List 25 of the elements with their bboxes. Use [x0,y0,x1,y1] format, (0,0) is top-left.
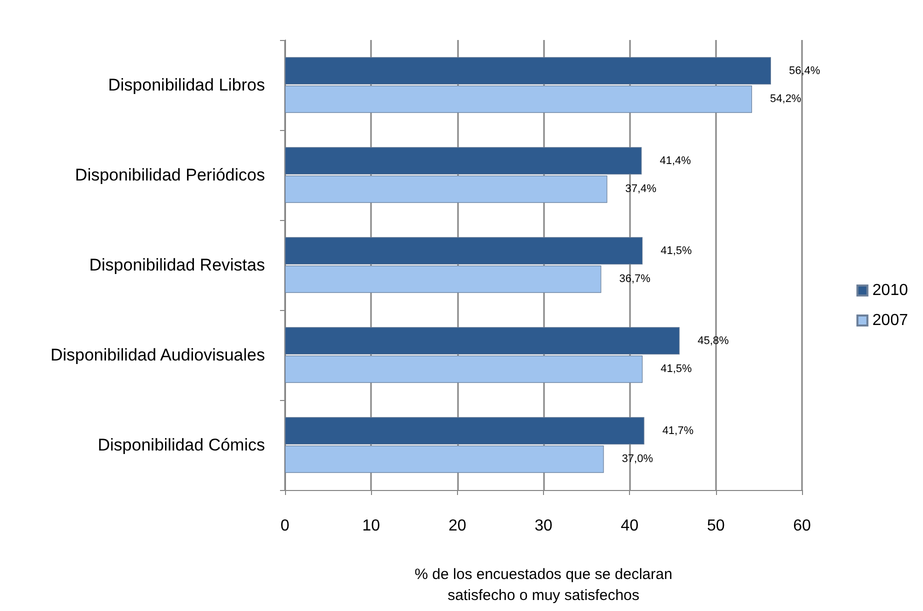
y-tick-label: Disponibilidad Libros [108,76,265,94]
x-tick-label: 50 [706,518,725,534]
x-tick-label: 30 [534,518,552,534]
legend-label: 2010 [872,282,908,299]
y-tick-label: Disponibilidad Audiovisuales [50,346,265,364]
data-label: 36,7% [619,273,651,286]
data-label: 45,8% [698,334,730,347]
legend-label: 2007 [872,312,908,329]
x-tick-label: 60 [793,518,811,534]
y-tick-label: Disponibilidad Periódicos [75,166,265,184]
data-label: 37,4% [625,183,657,196]
x-tick-label: 40 [620,518,639,534]
data-label: 37,0% [622,453,654,466]
x-tick-label: 20 [448,518,466,534]
data-label: 41,5% [660,363,692,376]
x-tick-label: 10 [362,518,380,534]
x-tick-label: 0 [280,518,290,534]
y-tick-label: Disponibilidad Revistas [89,256,265,274]
data-label: 41,7% [662,424,694,437]
data-label: 56,4% [788,64,820,77]
data-label: 41,5% [660,244,692,257]
data-label: 54,2% [770,93,802,106]
x-axis-title: % de los encuestados que se declaran satisfecho o muy satisfechos [414,566,672,604]
y-tick-label: Disponibilidad Cómics [98,436,265,454]
data-label: 41,4% [660,154,692,167]
